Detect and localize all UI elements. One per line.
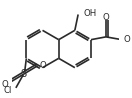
Text: O: O xyxy=(103,13,109,22)
Text: Cl: Cl xyxy=(3,86,11,95)
Text: O: O xyxy=(2,80,8,89)
Text: O: O xyxy=(124,35,131,44)
Text: S: S xyxy=(20,69,27,79)
Text: OH: OH xyxy=(83,9,96,18)
Text: O: O xyxy=(39,61,46,70)
